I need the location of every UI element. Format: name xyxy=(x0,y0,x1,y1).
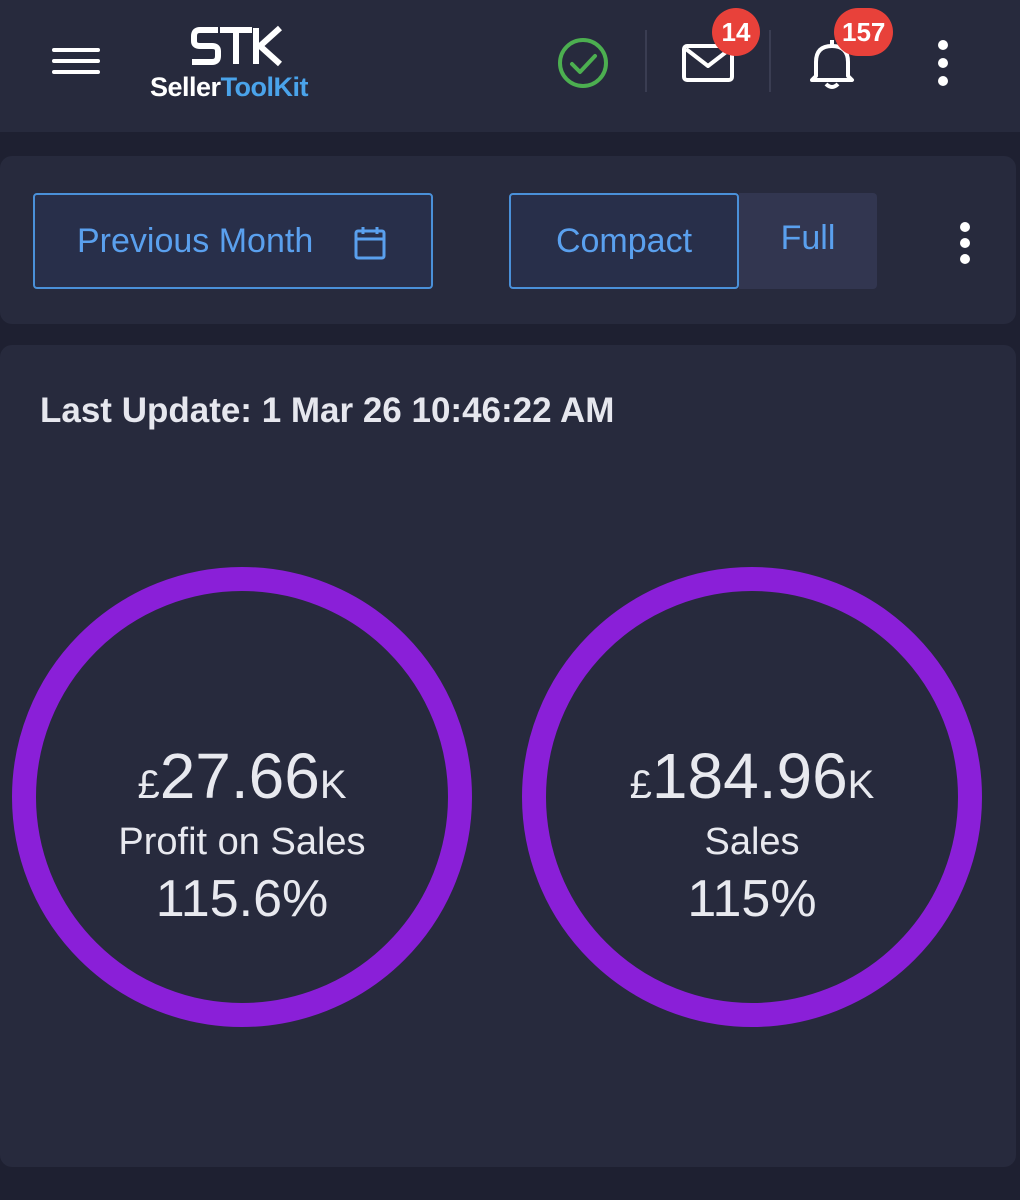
calendar-icon xyxy=(354,227,386,260)
bell-icon xyxy=(810,40,854,89)
menu-icon[interactable] xyxy=(52,44,100,78)
view-compact-label: Compact xyxy=(555,221,693,260)
more-vertical-icon[interactable] xyxy=(936,40,950,86)
metric-label: Sales xyxy=(704,821,800,863)
metric-value: £184.96K xyxy=(629,740,875,812)
view-full-label: Full xyxy=(780,218,836,257)
filter-toolbar: Previous Month Compact Full xyxy=(0,156,1016,324)
app-header: SellerToolKit 14 157 xyxy=(0,0,1020,132)
header-divider xyxy=(645,30,647,92)
last-update-text: Last Update: 1 Mar 26 10:46:22 AM xyxy=(40,391,615,430)
check-circle-icon[interactable] xyxy=(556,36,610,90)
sales-metric-ring[interactable]: £184.96K Sales 115% xyxy=(522,567,982,1027)
brand-name: SellerToolKit xyxy=(150,72,309,102)
profit-metric-ring[interactable]: £27.66K Profit on Sales 115.6% xyxy=(12,567,472,1027)
brand-logo[interactable]: SellerToolKit xyxy=(150,24,320,106)
mail-count-badge: 14 xyxy=(712,8,760,56)
mail-button[interactable] xyxy=(680,40,736,86)
view-compact-button[interactable]: Compact xyxy=(509,193,739,289)
view-full-button[interactable]: Full xyxy=(739,193,877,289)
metric-value: £27.66K xyxy=(137,740,347,812)
metric-percent: 115% xyxy=(687,870,817,928)
date-range-button[interactable]: Previous Month xyxy=(33,193,433,289)
header-divider xyxy=(769,30,771,92)
metric-percent: 115.6% xyxy=(155,870,329,928)
metric-label: Profit on Sales xyxy=(118,821,366,863)
stk-logo-icon xyxy=(191,25,282,67)
dashboard-card: Last Update: 1 Mar 26 10:46:22 AM £27.66… xyxy=(0,345,1016,1167)
mail-icon xyxy=(682,44,734,82)
more-vertical-icon[interactable] xyxy=(958,222,972,268)
date-range-label: Previous Month xyxy=(77,221,314,260)
notifications-button[interactable] xyxy=(806,36,858,92)
notifications-count-badge: 157 xyxy=(834,8,894,56)
